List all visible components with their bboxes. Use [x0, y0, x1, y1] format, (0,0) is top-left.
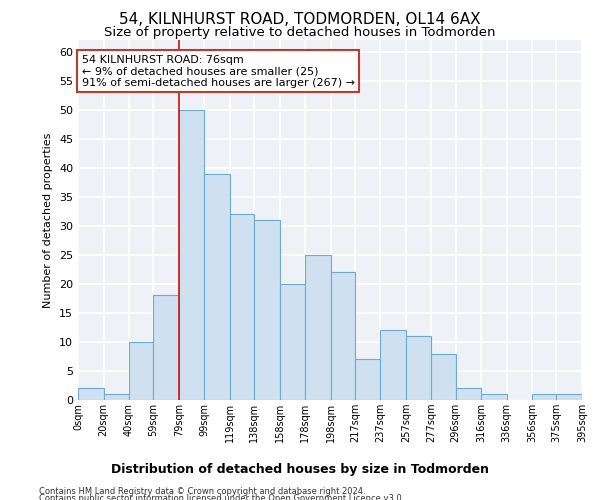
Bar: [104, 394, 129, 400]
Text: 54, KILNHURST ROAD, TODMORDEN, OL14 6AX: 54, KILNHURST ROAD, TODMORDEN, OL14 6AX: [119, 12, 481, 28]
Bar: [230, 214, 254, 400]
Bar: [280, 284, 305, 400]
Text: Contains public sector information licensed under the Open Government Licence v3: Contains public sector information licen…: [39, 494, 404, 500]
Text: 54 KILNHURST ROAD: 76sqm
← 9% of detached houses are smaller (25)
91% of semi-de: 54 KILNHURST ROAD: 76sqm ← 9% of detache…: [82, 54, 355, 88]
Bar: [78, 388, 104, 400]
Bar: [481, 394, 507, 400]
Bar: [129, 342, 153, 400]
Bar: [305, 255, 331, 400]
Text: Distribution of detached houses by size in Todmorden: Distribution of detached houses by size …: [111, 464, 489, 476]
Bar: [380, 330, 406, 400]
Text: Size of property relative to detached houses in Todmorden: Size of property relative to detached ho…: [104, 26, 496, 39]
Bar: [556, 394, 582, 400]
Y-axis label: Number of detached properties: Number of detached properties: [43, 132, 53, 308]
Bar: [532, 394, 556, 400]
Text: Contains HM Land Registry data © Crown copyright and database right 2024.: Contains HM Land Registry data © Crown c…: [39, 488, 365, 496]
Bar: [431, 354, 455, 400]
Bar: [455, 388, 481, 400]
Bar: [254, 220, 280, 400]
Bar: [205, 174, 230, 400]
Bar: [331, 272, 355, 400]
Bar: [179, 110, 205, 400]
Bar: [406, 336, 431, 400]
Bar: [355, 360, 380, 400]
Bar: [153, 296, 179, 400]
